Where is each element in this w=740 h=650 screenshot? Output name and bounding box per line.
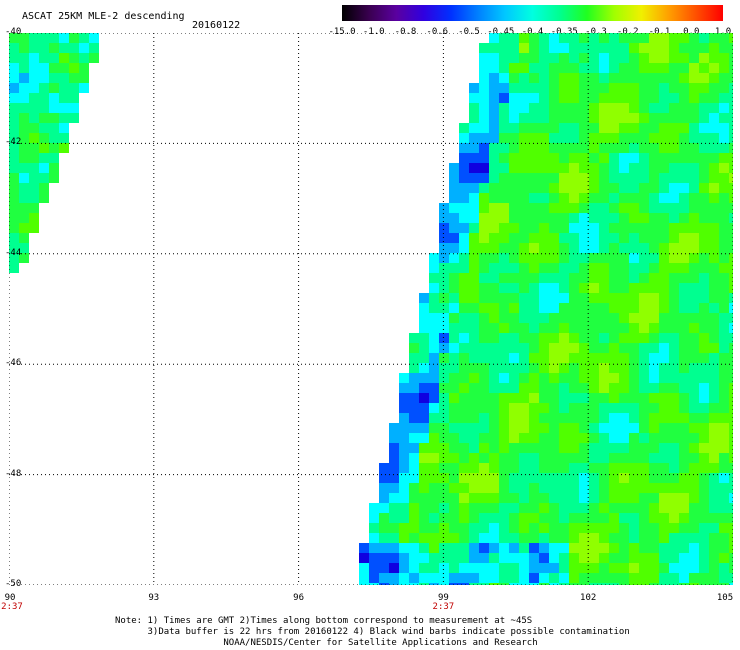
map-date: 20160122 xyxy=(192,20,240,31)
swath-west xyxy=(9,33,99,273)
latitude-label: -46 xyxy=(5,358,21,368)
time-label: 2:37 xyxy=(1,602,23,612)
longitude-label: 96 xyxy=(293,593,304,603)
longitude-label: 105 xyxy=(717,593,733,603)
latitude-label: -40 xyxy=(5,27,21,37)
longitude-label: 93 xyxy=(148,593,159,603)
latitude-label: -44 xyxy=(5,248,21,258)
longitude-label: 102 xyxy=(580,593,596,603)
note-line-1: Note: 1) Times are GMT 2)Times along bot… xyxy=(115,616,630,627)
latitude-label: -48 xyxy=(5,469,21,479)
footer-notes: Note: 1) Times are GMT 2)Times along bot… xyxy=(115,616,630,649)
latitude-label: -50 xyxy=(5,579,21,589)
swath-east xyxy=(359,33,733,585)
swath-map xyxy=(9,33,733,585)
note-line-2: 3)Data buffer is 22 hrs from 20160122 4)… xyxy=(115,627,630,638)
time-label: 2:37 xyxy=(433,602,455,612)
latitude-label: -42 xyxy=(5,137,21,147)
note-line-3: NOAA/NESDIS/Center for Satellite Applica… xyxy=(115,638,630,649)
colorbar xyxy=(342,5,723,21)
map-title: ASCAT 25KM MLE-2 descending xyxy=(22,11,185,22)
